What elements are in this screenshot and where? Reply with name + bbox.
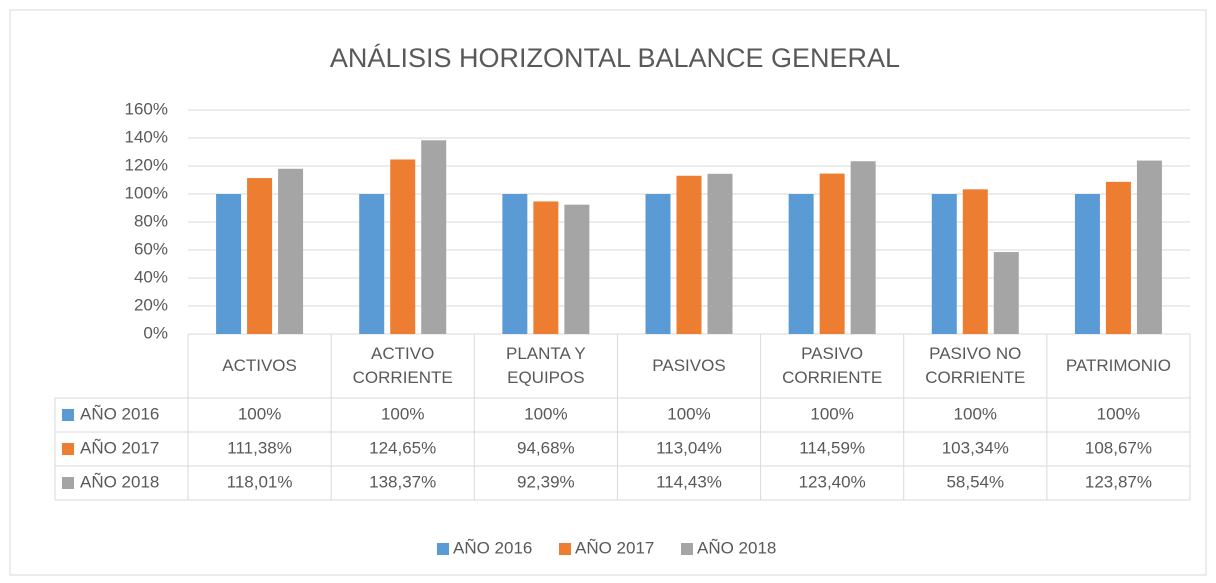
legend-label: AÑO 2018 (697, 538, 776, 557)
chart-title: ANÁLISIS HORIZONTAL BALANCE GENERAL (330, 43, 900, 73)
bar (819, 173, 845, 334)
y-tick-label: 100% (125, 183, 168, 202)
table-cell: 100% (810, 404, 853, 423)
bar (421, 140, 447, 334)
table-cell: 123,40% (799, 472, 866, 491)
legend-swatch (437, 543, 449, 555)
table-cell: 111,38% (227, 438, 292, 457)
table-cell: 114,59% (799, 438, 865, 457)
category-label: PASIVO NO CORRIENTE (925, 344, 1026, 387)
bar (707, 173, 733, 334)
row-label: AÑO 2018 (80, 472, 159, 491)
bar (247, 178, 273, 334)
table-cell: 114,43% (656, 472, 722, 491)
bar (216, 194, 242, 334)
bar (564, 204, 590, 334)
legend-swatch (62, 477, 74, 489)
table-cell: 92,39% (517, 472, 575, 491)
bar (676, 175, 702, 334)
table-cell: 94,68% (517, 438, 575, 457)
bar (993, 252, 1019, 334)
bar (278, 168, 304, 334)
table-cell: 138,37% (369, 472, 436, 491)
bar (1074, 194, 1100, 334)
y-tick-label: 0% (143, 323, 168, 342)
y-tick-label: 160% (125, 99, 168, 118)
table-cell: 100% (524, 404, 567, 423)
legend-swatch (559, 543, 571, 555)
table-cell: 100% (954, 404, 997, 423)
legend-label: AÑO 2017 (575, 538, 654, 557)
bar (1105, 181, 1131, 334)
legend-swatch (62, 409, 74, 421)
table-cell: 103,34% (942, 438, 1009, 457)
table-cell: 124,65% (369, 438, 436, 457)
y-tick-label: 20% (134, 295, 168, 314)
y-tick-label: 140% (125, 127, 168, 146)
y-tick-label: 60% (134, 239, 168, 258)
bar (850, 161, 876, 334)
bar (359, 194, 385, 334)
table-cell: 100% (1097, 404, 1140, 423)
table-cell: 113,04% (656, 438, 722, 457)
bar (502, 194, 528, 334)
y-tick-label: 120% (125, 155, 168, 174)
table-cell: 118,01% (227, 472, 293, 491)
legend-label: AÑO 2016 (453, 538, 532, 557)
category-label: PASIVOS (652, 356, 726, 375)
chart-border (9, 9, 1207, 576)
bar (788, 194, 814, 334)
legend-swatch (62, 443, 74, 455)
category-label: PASIVO CORRIENTE (782, 344, 883, 387)
bar (390, 159, 416, 334)
category-label: ACTIVO CORRIENTE (352, 344, 453, 387)
bar (645, 194, 671, 334)
bar (931, 194, 957, 334)
table-cell: 100% (381, 404, 424, 423)
category-label: PATRIMONIO (1065, 356, 1171, 375)
category-label: ACTIVOS (222, 356, 297, 375)
bar (1136, 160, 1162, 334)
legend-swatch (681, 543, 693, 555)
table-cell: 100% (667, 404, 710, 423)
row-label: AÑO 2016 (80, 404, 159, 423)
category-label: PLANTA Y EQUIPOS (506, 344, 586, 387)
table-cell: 58,54% (946, 472, 1004, 491)
y-tick-label: 80% (134, 211, 168, 230)
bar (962, 189, 988, 334)
table-cell: 123,87% (1085, 472, 1152, 491)
y-tick-label: 40% (134, 267, 168, 286)
table-cell: 100% (238, 404, 281, 423)
row-label: AÑO 2017 (80, 438, 159, 457)
table-cell: 108,67% (1085, 438, 1152, 457)
bar (533, 201, 559, 334)
